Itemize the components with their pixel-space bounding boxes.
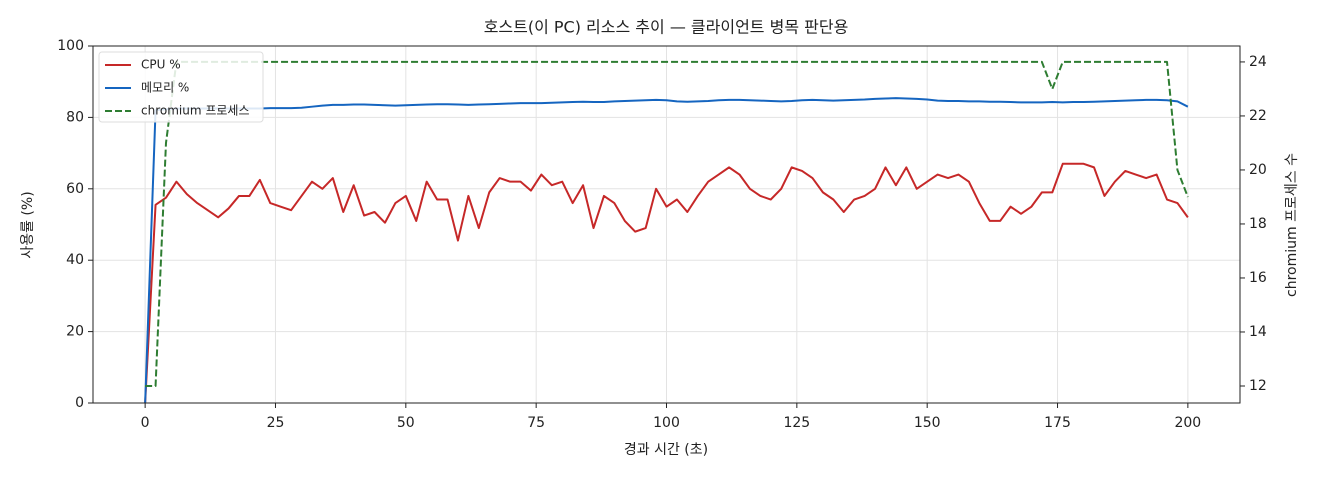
x-tick-label: 100 [653, 415, 680, 431]
x-tick-label: 175 [1044, 415, 1071, 431]
y2-tick-label: 18 [1249, 216, 1267, 232]
series-line [144, 97, 1189, 404]
y-tick-label: 80 [66, 109, 84, 125]
series-line [145, 60, 1189, 387]
y-tick-label: 100 [57, 38, 84, 54]
y-tick-label: 60 [66, 181, 84, 197]
x-tick-label: 125 [783, 415, 810, 431]
y-tick-label: 40 [66, 252, 84, 268]
series-line [144, 162, 1189, 404]
x-tick-label: 75 [527, 415, 545, 431]
x-tick-label: 0 [141, 415, 150, 431]
x-tick-label: 50 [397, 415, 415, 431]
y2-tick-label: 14 [1249, 324, 1267, 340]
y-tick-label: 20 [66, 324, 84, 340]
chart-title: 호스트(이 PC) 리소스 추이 — 클라이언트 병목 판단용 [484, 18, 849, 37]
x-tick-label: 25 [267, 415, 285, 431]
y2-tick-label: 12 [1249, 378, 1267, 394]
legend: CPU % 메모리 % chromium 프로세스 [98, 51, 264, 123]
legend-box [98, 51, 264, 123]
y2-tick-label: 16 [1249, 270, 1267, 286]
y2-axis-label: chromium 프로세스 수 [1284, 153, 1300, 297]
y-tick-label: 0 [75, 395, 84, 411]
x-axis-label: 경과 시간 (초) [624, 442, 708, 458]
legend-label: chromium 프로세스 [141, 104, 250, 118]
y2-tick-label: 24 [1249, 54, 1267, 70]
legend-label: CPU % [141, 58, 181, 72]
x-tick-label: 150 [914, 415, 941, 431]
x-tick-label: 200 [1174, 415, 1201, 431]
plot-frame [92, 45, 1241, 404]
legend-label: 메모리 % [141, 81, 189, 95]
y2-tick-label: 22 [1249, 108, 1267, 124]
y2-tick-label: 20 [1249, 162, 1267, 178]
y-axis-label: 사용률 (%) [20, 191, 36, 258]
